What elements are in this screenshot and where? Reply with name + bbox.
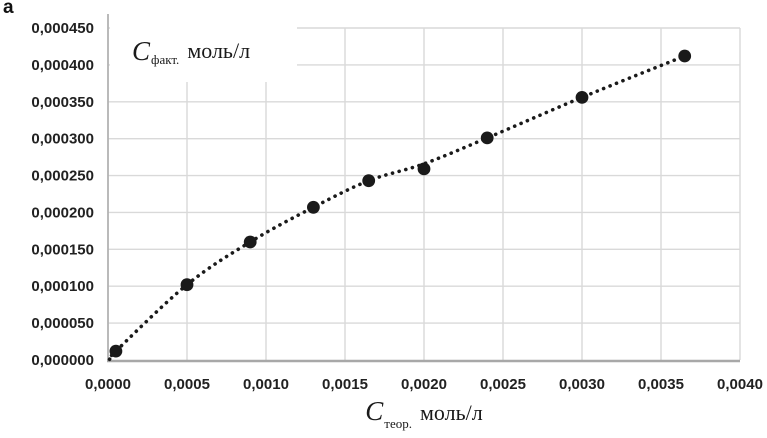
data-point — [243, 235, 257, 249]
y-axis-subscript: факт. — [151, 51, 180, 67]
x-axis-unit: моль/л — [419, 400, 483, 425]
y-tick-label: 0,000300 — [31, 131, 94, 148]
x-axis-subscript: теор. — [384, 416, 412, 431]
y-tick-label: 0,000100 — [31, 278, 94, 295]
y-tick-label: 0,000150 — [31, 241, 94, 258]
data-point — [307, 200, 320, 214]
y-tick-label: 0,000350 — [31, 94, 94, 111]
x-axis-symbol: C — [365, 396, 384, 426]
x-tick-label: 0,0000 — [85, 376, 131, 393]
panel-label: а — [3, 0, 14, 18]
x-axis-title: Cтеор. моль/л — [108, 396, 740, 431]
y-tick-label: 0,000400 — [31, 57, 94, 74]
x-tick-label: 0,0040 — [717, 376, 763, 393]
y-tick-label: 0,000200 — [31, 204, 94, 221]
x-tick-label: 0,0020 — [401, 376, 447, 393]
x-tick-label: 0,0035 — [638, 376, 684, 393]
y-tick-label: 0,000250 — [31, 168, 94, 185]
y-tick-label: 0,000450 — [31, 20, 94, 37]
data-point — [575, 91, 589, 104]
x-tick-label: 0,0025 — [480, 376, 526, 393]
y-axis-symbol: C — [132, 35, 151, 66]
data-point — [480, 131, 494, 145]
data-point — [362, 174, 376, 188]
data-point — [417, 162, 431, 176]
data-point — [678, 49, 692, 63]
x-tick-label: 0,0015 — [322, 376, 368, 393]
x-tick-label: 0,0030 — [559, 376, 605, 393]
x-tick-label: 0,0010 — [243, 376, 289, 393]
y-tick-label: 0,000050 — [31, 315, 94, 332]
y-axis-unit: моль/л — [187, 38, 251, 63]
y-tick-label: 0,000000 — [31, 352, 94, 369]
data-point — [180, 278, 194, 292]
x-tick-label: 0,0005 — [164, 376, 210, 393]
data-point — [109, 344, 123, 358]
